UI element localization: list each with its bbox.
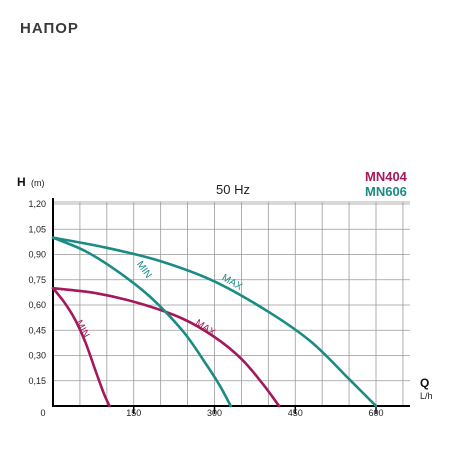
series	[51, 236, 378, 408]
grid	[53, 201, 410, 406]
series-mn606-min	[51, 236, 232, 408]
x-tick-label: 300	[207, 408, 222, 418]
page-title: НАПОР	[20, 20, 79, 37]
y-tick-label: 0,15	[28, 376, 46, 386]
y-tick-label: 0,75	[28, 275, 46, 285]
y-tick-label: 0,60	[28, 300, 46, 310]
curve-label: MIN	[134, 259, 154, 280]
series-mn404-max	[51, 286, 281, 408]
tick-labels: 0,15 0,30 0,45 0,60 0,75 0,90 1,05 1,20 0 150 300 4…	[28, 199, 383, 418]
y-tick-label: 0,30	[28, 351, 46, 361]
y-tick-label: 0,90	[28, 250, 46, 260]
y-axis-label: H	[17, 175, 26, 189]
y-tick-label: 0,45	[28, 325, 46, 335]
y-tick-label: 1,20	[28, 199, 46, 209]
chart-title: 50 Hz	[216, 182, 250, 197]
x-tick-label: 150	[126, 408, 141, 418]
y-tick-label: 1,05	[28, 224, 46, 234]
legend-mn606: MN606	[365, 184, 407, 199]
legend-mn404: MN404	[365, 169, 408, 184]
x-tick-label: 600	[368, 408, 383, 418]
x-tick-label: 0	[40, 408, 45, 418]
series-mn606-max	[51, 236, 378, 408]
curve-label: MIN	[73, 318, 91, 339]
series-mn404-min	[51, 286, 111, 408]
x-axis-label: Q	[420, 376, 429, 390]
y-axis-unit: (m)	[31, 178, 45, 188]
x-tick-label: 450	[288, 408, 303, 418]
x-axis-unit: L/h	[420, 391, 433, 401]
